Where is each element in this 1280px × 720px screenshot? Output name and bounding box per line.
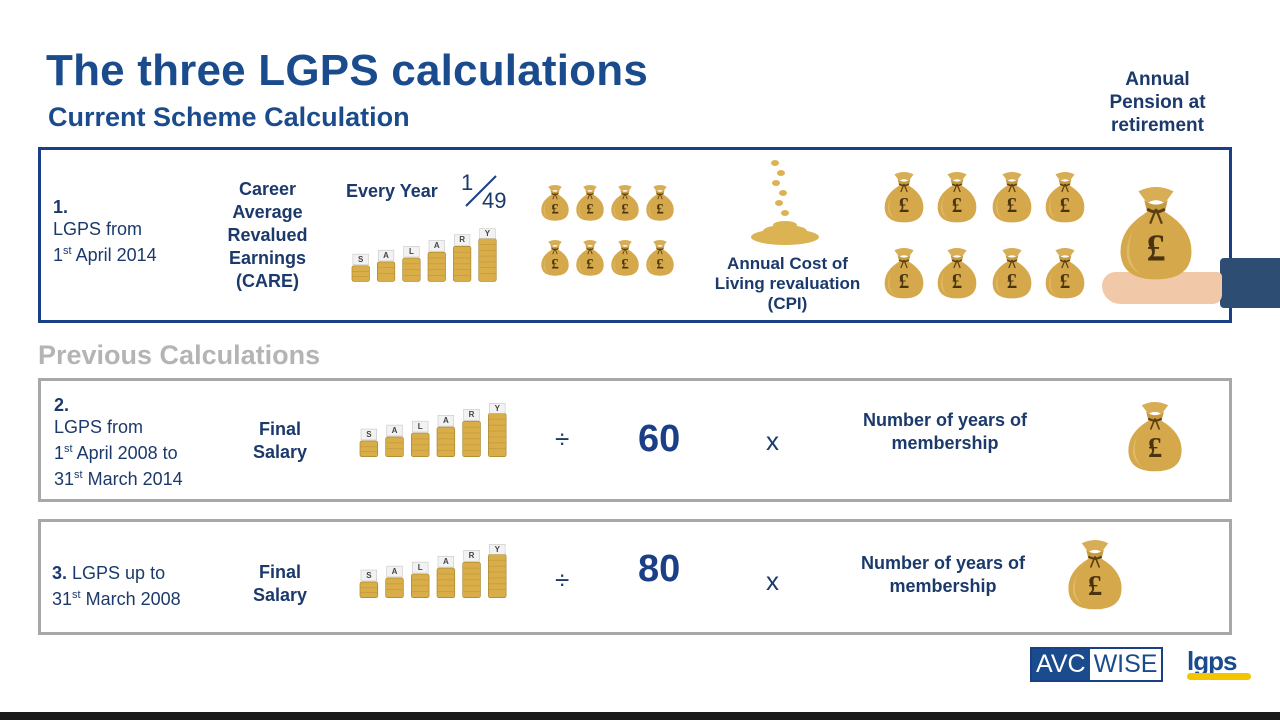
money-bag-icon bbox=[1062, 524, 1128, 622]
divisor-60: 60 bbox=[638, 418, 681, 460]
salary-letter: A bbox=[392, 567, 398, 576]
salary-coins-icon: S A L A R Y bbox=[358, 544, 516, 604]
bottom-edge-strip bbox=[0, 712, 1280, 720]
final-salary-label: Final Salary bbox=[252, 562, 308, 605]
fraction-slash bbox=[465, 175, 497, 207]
cpi-label: Annual Cost of Living revaluation (CPI) bbox=[714, 254, 861, 313]
salary-letter: S bbox=[366, 571, 372, 580]
salary-letter: R bbox=[469, 551, 475, 560]
salary-letter: A bbox=[443, 416, 449, 425]
money-bag-icon bbox=[880, 236, 928, 308]
previous-calculations-heading: Previous Calculations bbox=[38, 340, 321, 370]
scheme-2-box bbox=[38, 378, 1232, 502]
every-year-label: Every Year bbox=[346, 181, 438, 201]
page-subtitle: Current Scheme Calculation bbox=[48, 102, 410, 132]
money-bag-icon bbox=[988, 160, 1036, 232]
money-bag-icon bbox=[933, 236, 981, 308]
money-bag-icon bbox=[1041, 160, 1089, 232]
salary-letter: L bbox=[418, 422, 423, 431]
salary-coins-icon: S A L A R Y bbox=[350, 228, 506, 288]
salary-letter: R bbox=[459, 235, 465, 244]
care-label: Career Average Revalued Earnings (CARE) bbox=[227, 179, 308, 291]
current-scheme-box bbox=[38, 147, 1232, 323]
medium-money-bags-grid bbox=[880, 160, 1095, 310]
money-bag-icon bbox=[608, 235, 642, 279]
money-bag-icon bbox=[988, 236, 1036, 308]
money-bag-icon bbox=[538, 180, 572, 224]
years-membership-label: Number of years of membership bbox=[860, 553, 1026, 596]
small-money-bags-grid bbox=[538, 180, 683, 285]
lgps-logo-swoosh bbox=[1187, 673, 1251, 680]
large-money-bag-icon bbox=[1112, 172, 1200, 290]
multiply-operator: x bbox=[766, 426, 779, 456]
lgps-logo: lgps bbox=[1187, 646, 1237, 676]
money-bag-icon bbox=[933, 160, 981, 232]
salary-letter: A bbox=[383, 251, 389, 260]
sleeve-graphic bbox=[1220, 258, 1280, 308]
money-bag-icon bbox=[573, 235, 607, 279]
salary-letter: R bbox=[469, 410, 475, 419]
money-bag-icon bbox=[643, 235, 677, 279]
multiply-operator: x bbox=[766, 566, 779, 596]
salary-letter: A bbox=[392, 426, 398, 435]
scheme-2-label: 2. LGPS from 1st April 2008 to 31st Marc… bbox=[54, 395, 183, 489]
salary-letter: A bbox=[443, 557, 449, 566]
salary-coins-icon: S A L A R Y bbox=[358, 403, 516, 463]
salary-letter: Y bbox=[495, 404, 501, 413]
annual-pension-label: Annual Pension at retirement bbox=[1109, 69, 1206, 136]
salary-letter: S bbox=[358, 255, 364, 264]
avcwise-logo[interactable]: AVC WISE bbox=[1030, 647, 1163, 682]
money-bag-icon bbox=[643, 180, 677, 224]
salary-letter: Y bbox=[485, 229, 491, 238]
falling-coins-icon bbox=[745, 156, 825, 248]
fraction-denominator: 49 bbox=[482, 188, 507, 213]
salary-letter: S bbox=[366, 430, 372, 439]
scheme-3-label: 3. LGPS up to 31st March 2008 bbox=[52, 563, 181, 609]
page-title: The three LGPS calculations bbox=[46, 46, 648, 95]
salary-letter: Y bbox=[495, 545, 501, 554]
money-bag-icon bbox=[1041, 236, 1089, 308]
divide-operator: ÷ bbox=[555, 424, 570, 454]
money-bag-icon bbox=[1122, 386, 1188, 484]
years-membership-label: Number of years of membership bbox=[862, 410, 1028, 453]
divide-operator: ÷ bbox=[555, 565, 570, 595]
fraction-numerator: 1 bbox=[461, 170, 474, 195]
money-bag-icon bbox=[880, 160, 928, 232]
salary-letter: L bbox=[418, 563, 423, 572]
salary-letter: L bbox=[409, 247, 414, 256]
scheme-1-label: 1. LGPS from 1st April 2014 bbox=[53, 197, 157, 265]
divisor-80: 80 bbox=[638, 548, 681, 590]
final-salary-label: Final Salary bbox=[252, 419, 308, 462]
money-bag-icon bbox=[538, 235, 572, 279]
money-bag-icon bbox=[608, 180, 642, 224]
scheme-3-box bbox=[38, 519, 1232, 635]
money-bag-icon bbox=[573, 180, 607, 224]
salary-letter: A bbox=[434, 241, 440, 250]
